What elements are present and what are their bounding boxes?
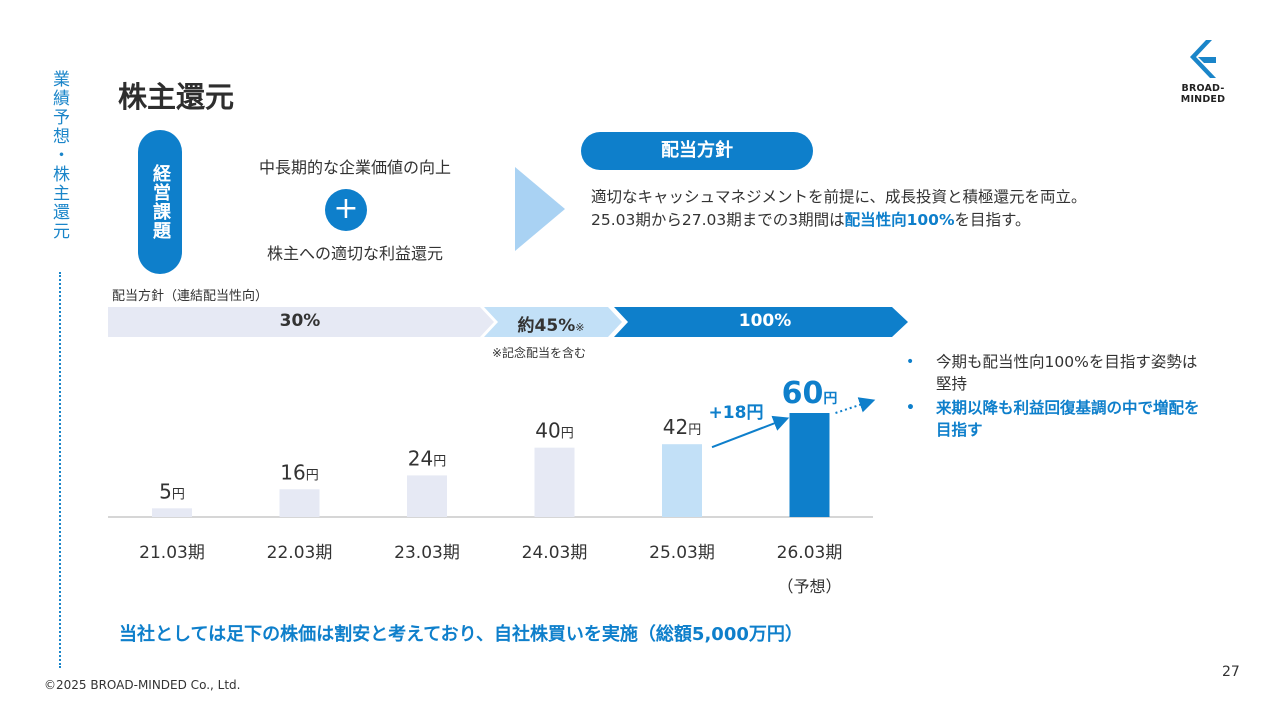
bar-25.03期 xyxy=(662,444,702,517)
x-tick-label: 25.03期 xyxy=(649,543,715,563)
policy-highlight: 配当性向100% xyxy=(844,211,955,229)
bullet-item-2: 来期以降も利益回復基調の中で増配を目指す xyxy=(906,397,1206,441)
band-100-percent xyxy=(614,307,908,337)
payout-ratio-caption: 配当方針（連結配当性向） xyxy=(112,289,269,304)
increase-label: +18円 xyxy=(709,403,764,423)
bar-value-label: 60円 xyxy=(782,376,838,411)
plus-icon: + xyxy=(325,189,367,231)
issue-line-2: 株主への適切な利益還元 xyxy=(266,244,443,263)
band-label-45-value: 約45% xyxy=(517,316,576,336)
x-tick-sublabel: （予想） xyxy=(777,577,841,596)
arrow-right-icon xyxy=(515,167,565,251)
commemorative-dividend-note: ※記念配当を含む xyxy=(492,346,587,360)
band-45-percent xyxy=(484,307,622,337)
bar-value-label: 40円 xyxy=(535,419,573,443)
bar-24.03期 xyxy=(534,447,575,517)
bar-23.03期 xyxy=(407,475,447,517)
policy-line-2-prefix: 25.03期から27.03期までの3期間は xyxy=(591,211,845,229)
bullet-item-1: 今期も配当性向100%を目指す姿勢は堅持 xyxy=(906,351,1206,395)
x-tick-label: 23.03期 xyxy=(394,543,460,563)
bar-26.03期 xyxy=(789,413,830,517)
outlook-dotted-arrow xyxy=(835,397,876,414)
increase-arrow xyxy=(711,415,790,449)
issue-line-1: 中長期的な企業価値の向上 xyxy=(258,158,451,177)
x-tick-label: 21.03期 xyxy=(139,543,205,563)
page-title: 株主還元 xyxy=(118,80,235,114)
bar-22.03期 xyxy=(279,489,320,517)
x-tick-label: 22.03期 xyxy=(267,543,333,563)
logo-text: BROAD-MINDED xyxy=(1180,83,1226,105)
share-buyback-message: 当社としては足下の株価は割安と考えており、自社株買いを実施（総額5,000万円） xyxy=(119,624,803,645)
band-note-mark: ※ xyxy=(575,321,585,334)
bar-21.03期 xyxy=(152,508,192,517)
copyright: ©2025 BROAD-MINDED Co., Ltd. xyxy=(44,678,241,692)
company-logo: BROAD-MINDED xyxy=(1160,36,1246,105)
bar-value-label: 24円 xyxy=(408,446,446,470)
bar-value-label: 5円 xyxy=(159,479,185,503)
policy-line-1: 適切なキャッシュマネジメントを前提に、成長投資と積極還元を両立。 xyxy=(591,188,1087,206)
bar-value-label: 42円 xyxy=(663,415,701,439)
page-number: 27 xyxy=(1222,664,1240,680)
bullet-list: 今期も配当性向100%を目指す姿勢は堅持 来期以降も利益回復基調の中で増配を目指… xyxy=(906,351,1206,443)
management-issue-label: 経営課題 xyxy=(138,130,182,274)
x-tick-label: 26.03期 xyxy=(777,543,843,563)
side-divider xyxy=(59,272,61,668)
logo-mark-icon xyxy=(1190,40,1216,78)
policy-line-2: 25.03期から27.03期までの3期間は配当性向100%を目指す。 xyxy=(591,208,1030,230)
band-label-100: 100% xyxy=(738,311,792,331)
policy-line-2-suffix: を目指す。 xyxy=(954,211,1031,229)
section-side-title: 業績予想・株主還元 xyxy=(49,70,69,241)
bar-value-label: 16円 xyxy=(280,460,318,484)
band-label-45: 約45%※ xyxy=(486,311,616,336)
x-tick-label: 24.03期 xyxy=(522,543,588,563)
payout-ratio-band xyxy=(108,307,908,337)
dividend-policy-label: 配当方針 xyxy=(581,132,813,170)
band-label-30: 30% xyxy=(279,311,321,331)
band-30-percent xyxy=(108,307,494,337)
